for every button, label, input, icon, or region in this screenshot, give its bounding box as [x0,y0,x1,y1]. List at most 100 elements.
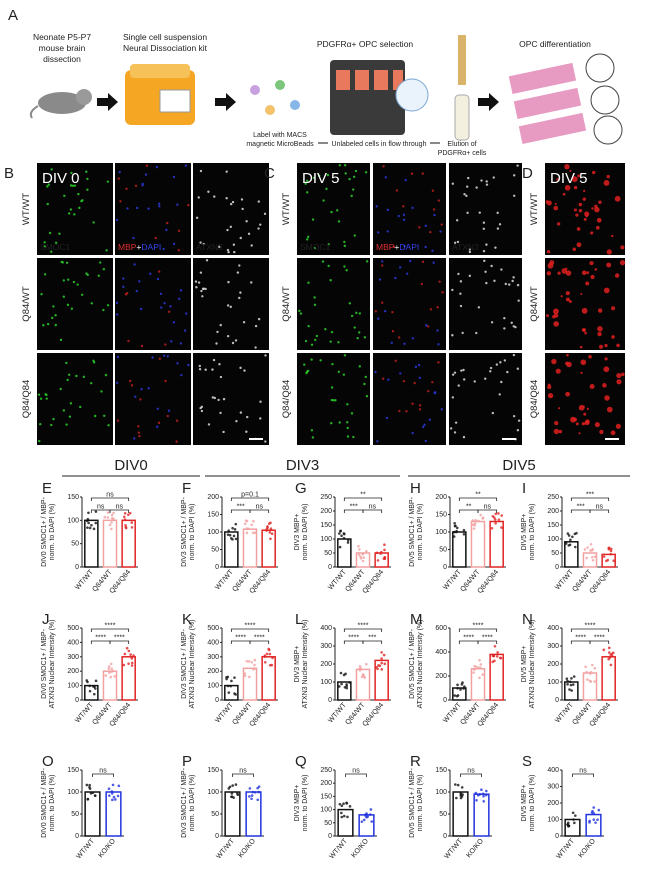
y-tick-label: 200 [435,673,447,680]
y-axis-label: DIV5 MBP+ [521,514,528,551]
cell-dot [307,324,310,328]
y-tick-label: 0 [443,697,447,704]
bar [355,668,371,701]
x-tick-label: WT/WT [328,837,349,860]
cell-dot [603,366,610,373]
x-tick-label: WT/WT [215,837,236,860]
sample-dot [85,783,89,787]
sample-dot [475,798,478,802]
significance: **** [594,635,605,642]
cell-dot [554,202,557,205]
micrograph [193,353,269,445]
cell-dot [172,175,176,179]
sample-dot [383,548,386,552]
cell-dot [70,307,74,310]
cell-dot [217,398,220,402]
cell-dot [592,170,596,175]
cell-dot [363,336,367,339]
sample-dot [106,516,110,519]
significance: ** [466,504,472,511]
sample-dot [228,785,232,789]
sample-dot [586,546,589,549]
significance: ns [97,504,105,511]
sample-dot [383,555,387,559]
micrograph [193,258,269,350]
cell-dot [427,389,430,393]
cell-dot [66,303,70,307]
sample-dot [473,524,476,527]
cell-dot [231,200,235,204]
sample-dot [110,792,114,795]
cell-dot [67,373,71,376]
cell-dot [119,200,122,203]
group-label: DIV5 [502,457,535,474]
cell-dot [503,316,506,320]
sample-dot [227,691,231,694]
sample-dot [564,542,568,545]
significance: *** [586,492,594,499]
cell-dot [125,292,129,295]
sample-dot [109,662,113,666]
step-text: Neonate P5-P7 [33,32,91,42]
cell-dot [330,386,334,389]
sample-dot [361,552,365,555]
sample-dot [500,526,503,529]
sample-dot [126,513,130,517]
y-tick-label: 100 [67,683,79,690]
cell-dot [250,244,253,247]
channel-part: DAPI [399,242,419,252]
sample-dot [375,665,378,669]
cell-dot [310,358,313,361]
cell-dot [321,260,325,263]
cell-dot [141,184,144,187]
sample-dot [86,680,89,684]
y-tick-label: 200 [547,661,559,668]
cell-dot [581,307,588,314]
sample-dot [88,684,91,688]
cell-dot [558,429,563,434]
sample-dot [365,662,368,666]
cell-dot [304,182,307,185]
cell-dot [546,271,552,276]
sample-dot [337,685,341,688]
cell-dot [437,199,441,202]
cell-dot [576,242,582,248]
sample-dot [456,683,459,687]
bar [121,519,136,568]
cell-dot [78,206,81,210]
cell-dot [313,296,316,299]
cell-dot [363,382,366,386]
cell-dot [413,381,416,385]
sample-dot [478,666,482,669]
panel-letter: B [4,165,14,182]
significance: ** [475,492,481,499]
y-tick-label: 50 [439,547,447,554]
y-tick-label: 400 [67,639,79,646]
bar [337,681,352,701]
sample-dot [337,532,341,535]
cell-dot [569,300,572,304]
cell-dot [616,343,620,348]
sample-dot [456,686,459,690]
cell-dot [453,431,457,434]
sample-dot [127,662,130,666]
cell-dot [517,419,521,422]
sample-dot [383,543,386,546]
cell-dot [240,198,244,201]
cell-dot [489,366,493,370]
bar [452,531,467,568]
cell-dot [132,236,135,240]
panel-a-art [29,35,623,145]
cell-dot [344,172,347,175]
significance: **** [482,635,493,642]
sample-dot [263,660,267,664]
bracket [572,773,594,777]
cell-dot [144,173,148,176]
cell-dot [236,271,240,274]
cell-dot [158,357,162,360]
significance: **** [348,635,359,642]
cell-dot [125,187,128,190]
cell-dot [584,331,587,335]
sample-dot [476,666,480,669]
